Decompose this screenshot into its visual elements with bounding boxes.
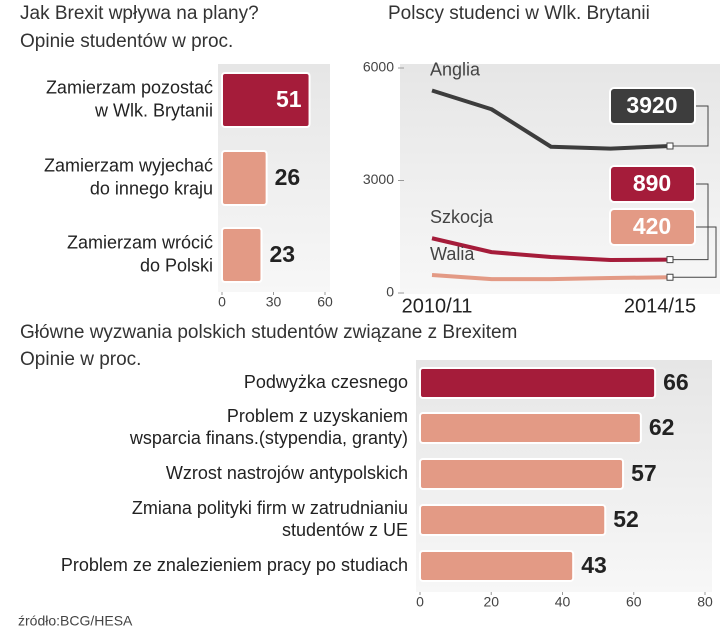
bar xyxy=(221,72,311,128)
category-label: wsparcia finans.(stypendia, granty) xyxy=(129,428,408,448)
category-label: w Wlk. Brytanii xyxy=(94,100,213,120)
value-label: 420 xyxy=(633,213,671,239)
x-tick-label: 80 xyxy=(697,594,713,610)
series-name: Walia xyxy=(430,244,475,264)
value-label: 57 xyxy=(631,460,657,486)
bar xyxy=(419,412,642,444)
connector xyxy=(670,226,717,278)
value-box xyxy=(609,208,696,246)
connector xyxy=(670,183,709,261)
series-line xyxy=(431,236,671,262)
category-label: Zamierzam wyjechać xyxy=(44,155,213,175)
y-tick-label: 3000 xyxy=(363,171,394,187)
chart-title: Polscy studenci w Wlk. Brytanii xyxy=(388,3,650,24)
value-label: 52 xyxy=(613,506,639,532)
category-label: Problem ze znalezieniem pracy po studiac… xyxy=(61,555,408,575)
x-tick-label: 2014/15 xyxy=(624,295,696,317)
end-marker xyxy=(666,142,674,150)
bar xyxy=(419,458,625,490)
chart-title: Jak Brexit wpływa na plany? xyxy=(20,3,259,24)
category-label: do Polski xyxy=(140,255,213,275)
value-label: 51 xyxy=(276,86,302,112)
x-tick-label: 2010/11 xyxy=(402,295,473,317)
x-tick-label: 40 xyxy=(555,594,571,610)
bar xyxy=(221,227,263,283)
chart-subtitle: Opinie w proc. xyxy=(20,349,141,370)
x-tick-label: 0 xyxy=(218,294,226,310)
chart-subtitle: Opinie studentów w proc. xyxy=(20,31,233,52)
series-name: Anglia xyxy=(430,59,481,79)
x-tick-label: 0 xyxy=(416,594,424,610)
category-label: do innego kraju xyxy=(90,178,213,198)
source: źródło:BCG/HESA xyxy=(18,613,133,629)
bar xyxy=(419,367,657,399)
category-label: Podwyżka czesnego xyxy=(244,372,408,392)
x-tick-label: 60 xyxy=(626,594,642,610)
x-tick-label: 60 xyxy=(317,294,333,310)
value-label: 23 xyxy=(269,241,295,267)
value-label: 66 xyxy=(663,369,689,395)
value-box xyxy=(609,87,696,125)
series-line xyxy=(431,273,671,282)
x-tick-label: 30 xyxy=(266,294,282,310)
chart-title: Główne wyzwania polskich studentów związ… xyxy=(20,322,517,343)
connector xyxy=(670,105,709,147)
end-marker xyxy=(666,273,674,281)
value-label: 3920 xyxy=(626,92,677,118)
bar xyxy=(419,504,607,536)
y-tick-label: 0 xyxy=(386,284,394,300)
value-label: 890 xyxy=(633,170,671,196)
value-label: 62 xyxy=(649,414,675,440)
category-label: Wzrost nastrojów antypolskich xyxy=(166,463,408,483)
category-label: Problem z uzyskaniem xyxy=(227,406,408,426)
end-marker xyxy=(666,256,674,264)
category-label: studentów z UE xyxy=(282,520,408,540)
x-tick-label: 20 xyxy=(483,594,499,610)
bar xyxy=(419,550,575,582)
series-name: Szkocja xyxy=(430,207,494,227)
value-box xyxy=(609,165,696,203)
category-label: Zamierzam pozostać xyxy=(46,77,213,97)
series-line xyxy=(431,88,671,151)
bar xyxy=(221,150,268,206)
value-label: 43 xyxy=(581,552,607,578)
value-label: 26 xyxy=(275,164,301,190)
y-tick-label: 6000 xyxy=(363,59,394,75)
category-label: Zamierzam wrócić xyxy=(67,232,213,252)
category-label: Zmiana polityki firm w zatrudnianiu xyxy=(132,498,408,518)
